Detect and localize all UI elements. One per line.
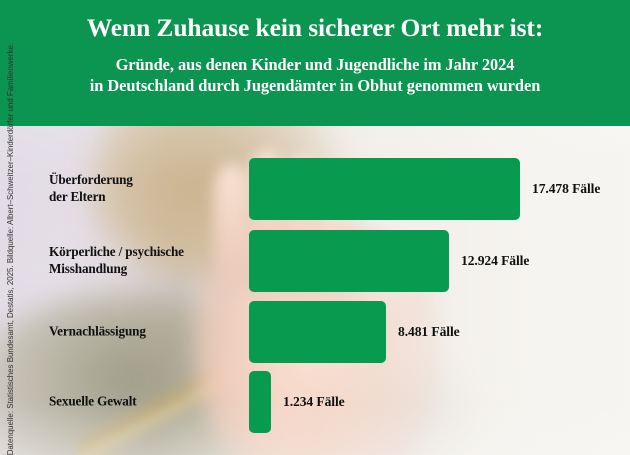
bar-category-label: Überforderung der Eltern: [49, 172, 249, 206]
bar-category-label-line-1: Überforderung: [49, 172, 133, 188]
page-subtitle: Gründe, aus denen Kinder und Jugendliche…: [26, 54, 604, 98]
bar-chart: Überforderung der Eltern 17.478 Fälle Kö…: [0, 126, 630, 455]
chart-row: Körperliche / psychische Misshandlung 12…: [0, 230, 630, 292]
bar-value-label: 1.234 Fälle: [283, 394, 345, 409]
bar-category-label-line-1: Sexuelle Gewalt: [49, 393, 137, 409]
bar-vernachlaessigung: [249, 301, 386, 363]
page-title: Wenn Zuhause kein sicherer Ort mehr ist:: [86, 13, 544, 42]
bar-category-label-line-2: Misshandlung: [49, 261, 128, 276]
bar-category-label: Körperliche / psychische Misshandlung: [49, 244, 249, 278]
header-band: Wenn Zuhause kein sicherer Ort mehr ist:…: [0, 0, 630, 126]
chart-row: Sexuelle Gewalt 1.234 Fälle: [0, 371, 630, 433]
bar-value-label: 12.924 Fälle: [461, 253, 530, 268]
bar-category-label-line-1: Vernachlässigung: [49, 323, 146, 339]
bar-koerperliche-psychische-misshandlung: [249, 230, 449, 292]
source-credit: Datenquelle: Statistisches Bundesamt, De…: [0, 43, 22, 455]
chart-row: Vernachlässigung 8.481 Fälle: [0, 301, 630, 363]
bar-value-label: 8.481 Fälle: [398, 324, 460, 339]
bar-category-label: Vernachlässigung: [49, 324, 249, 341]
bar-category-label-line-1: Körperliche / psychische: [49, 244, 184, 260]
bar-category-label-line-2: der Eltern: [49, 189, 106, 204]
source-credit-text: Datenquelle: Statistisches Bundesamt, De…: [6, 42, 16, 455]
chart-row: Überforderung der Eltern 17.478 Fälle: [0, 158, 630, 220]
bar-value-label: 17.478 Fälle: [532, 181, 601, 196]
page-subtitle-line-1: Gründe, aus denen Kinder und Jugendliche…: [115, 54, 515, 74]
bar-category-label: Sexuelle Gewalt: [49, 394, 249, 411]
bar-ueberforderung-der-eltern: [249, 158, 520, 220]
page-subtitle-line-2: in Deutschland durch Jugendämter in Obhu…: [89, 76, 541, 96]
bar-sexuelle-gewalt: [249, 371, 271, 433]
